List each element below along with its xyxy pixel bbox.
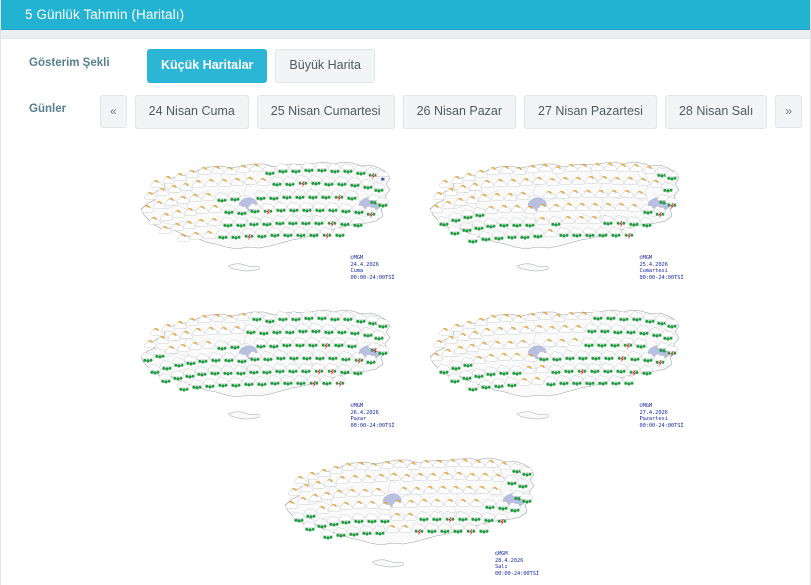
display-mode-label: Gösterim Şekli <box>29 57 110 69</box>
map-day-name: Salı <box>494 564 508 571</box>
forecast-map-tile-3[interactable]: ©MGM 26.4.2026 Pazar 00:00-24:00TSİ <box>123 291 399 433</box>
map-day-name: Cuma <box>350 268 364 275</box>
map-period: 00:00-24:00TSİ <box>350 422 395 429</box>
day-button-2[interactable]: 25 Nisan Cumartesi <box>256 95 395 129</box>
map-row-2: ©MGM 26.4.2026 Pazar 00:00-24:00TSİ ©MGM 27.… <box>1 291 810 433</box>
map-credit: ©MGM <box>350 403 364 410</box>
display-mode-large-map-button[interactable]: Büyük Harita <box>275 49 375 83</box>
controls-section: Gösterim Şekli Küçük Haritalar Büyük Har… <box>1 39 810 129</box>
map-date: 26.4.2026 <box>350 409 379 416</box>
day-button-5[interactable]: 28 Nisan Salı <box>664 95 768 129</box>
day-button-4[interactable]: 27 Nisan Pazartesi <box>524 95 657 129</box>
map-day-name: Cumartesi <box>639 268 668 275</box>
forecast-map-tile-2[interactable]: ©MGM 25.4.2026 Cumartesi 00:00-24:00TSİ <box>412 143 688 285</box>
header-divider <box>1 30 810 39</box>
map-date: 25.4.2026 <box>639 261 668 268</box>
day-button-1[interactable]: 24 Nisan Cuma <box>134 95 249 129</box>
map-credit-stamp: ©MGM 27.4.2026 Pazartesi 00:00-24:00TSİ <box>639 403 683 429</box>
display-mode-small-maps-button[interactable]: Küçük Haritalar <box>147 49 268 83</box>
map-row-1: ©MGM 24.4.2026 Cuma 00:00-24:00TSİ ©MGM 25.4… <box>1 143 810 285</box>
map-period: 00:00-24:00TSİ <box>494 570 539 577</box>
map-date: 28.4.2026 <box>494 557 524 564</box>
map-period: 00:00-24:00TSİ <box>639 422 684 429</box>
map-credit-stamp: ©MGM 25.4.2026 Cumartesi 00:00-24:00TSİ <box>639 255 683 281</box>
forecast-map-tile-4[interactable]: ©MGM 27.4.2026 Pazartesi 00:00-24:00TSİ <box>412 291 688 433</box>
map-period: 00:00-24:00TSİ <box>350 274 395 281</box>
map-row-3: ©MGM 28.4.2026 Salı 00:00-24:00TSİ <box>1 439 810 581</box>
forecast-maps-grid: ©MGM 24.4.2026 Cuma 00:00-24:00TSİ ©MGM 25.4… <box>1 143 810 583</box>
days-next-button[interactable]: » <box>775 95 802 129</box>
map-day-name: Pazar <box>350 416 367 423</box>
map-period: 00:00-24:00TSİ <box>639 274 684 281</box>
day-button-3[interactable]: 26 Nisan Pazar <box>402 95 517 129</box>
display-mode-row: Gösterim Şekli Küçük Haritalar Büyük Har… <box>1 49 810 83</box>
forecast-map-tile-5[interactable]: ©MGM 28.4.2026 Salı 00:00-24:00TSİ <box>268 439 543 581</box>
panel-header: 5 Günlük Tahmin (Haritalı) <box>1 0 810 30</box>
map-credit-stamp: ©MGM 24.4.2026 Cuma 00:00-24:00TSİ <box>350 255 394 281</box>
days-label: Günler <box>29 103 67 115</box>
map-day-name: Pazartesi <box>639 416 668 423</box>
map-credit: ©MGM <box>639 255 653 262</box>
map-credit: ©MGM <box>494 551 508 558</box>
map-date: 27.4.2026 <box>639 409 668 416</box>
page-title: 5 Günlük Tahmin (Haritalı) <box>25 7 185 22</box>
map-credit-stamp: ©MGM 26.4.2026 Pazar 00:00-24:00TSİ <box>350 403 394 429</box>
map-date: 24.4.2026 <box>350 261 379 268</box>
display-mode-button-group: Küçük Haritalar Büyük Harita <box>147 49 383 83</box>
map-credit: ©MGM <box>350 255 364 262</box>
forecast-map-tile-1[interactable]: ©MGM 24.4.2026 Cuma 00:00-24:00TSİ <box>123 143 399 285</box>
days-row: Günler « 24 Nisan Cuma 25 Nisan Cumartes… <box>1 95 810 129</box>
days-prev-button[interactable]: « <box>99 95 127 129</box>
days-button-group: « 24 Nisan Cuma 25 Nisan Cumartesi 26 Ni… <box>99 95 810 129</box>
map-credit: ©MGM <box>639 403 653 410</box>
map-credit-stamp: ©MGM 28.4.2026 Salı 00:00-24:00TSİ <box>495 551 539 577</box>
